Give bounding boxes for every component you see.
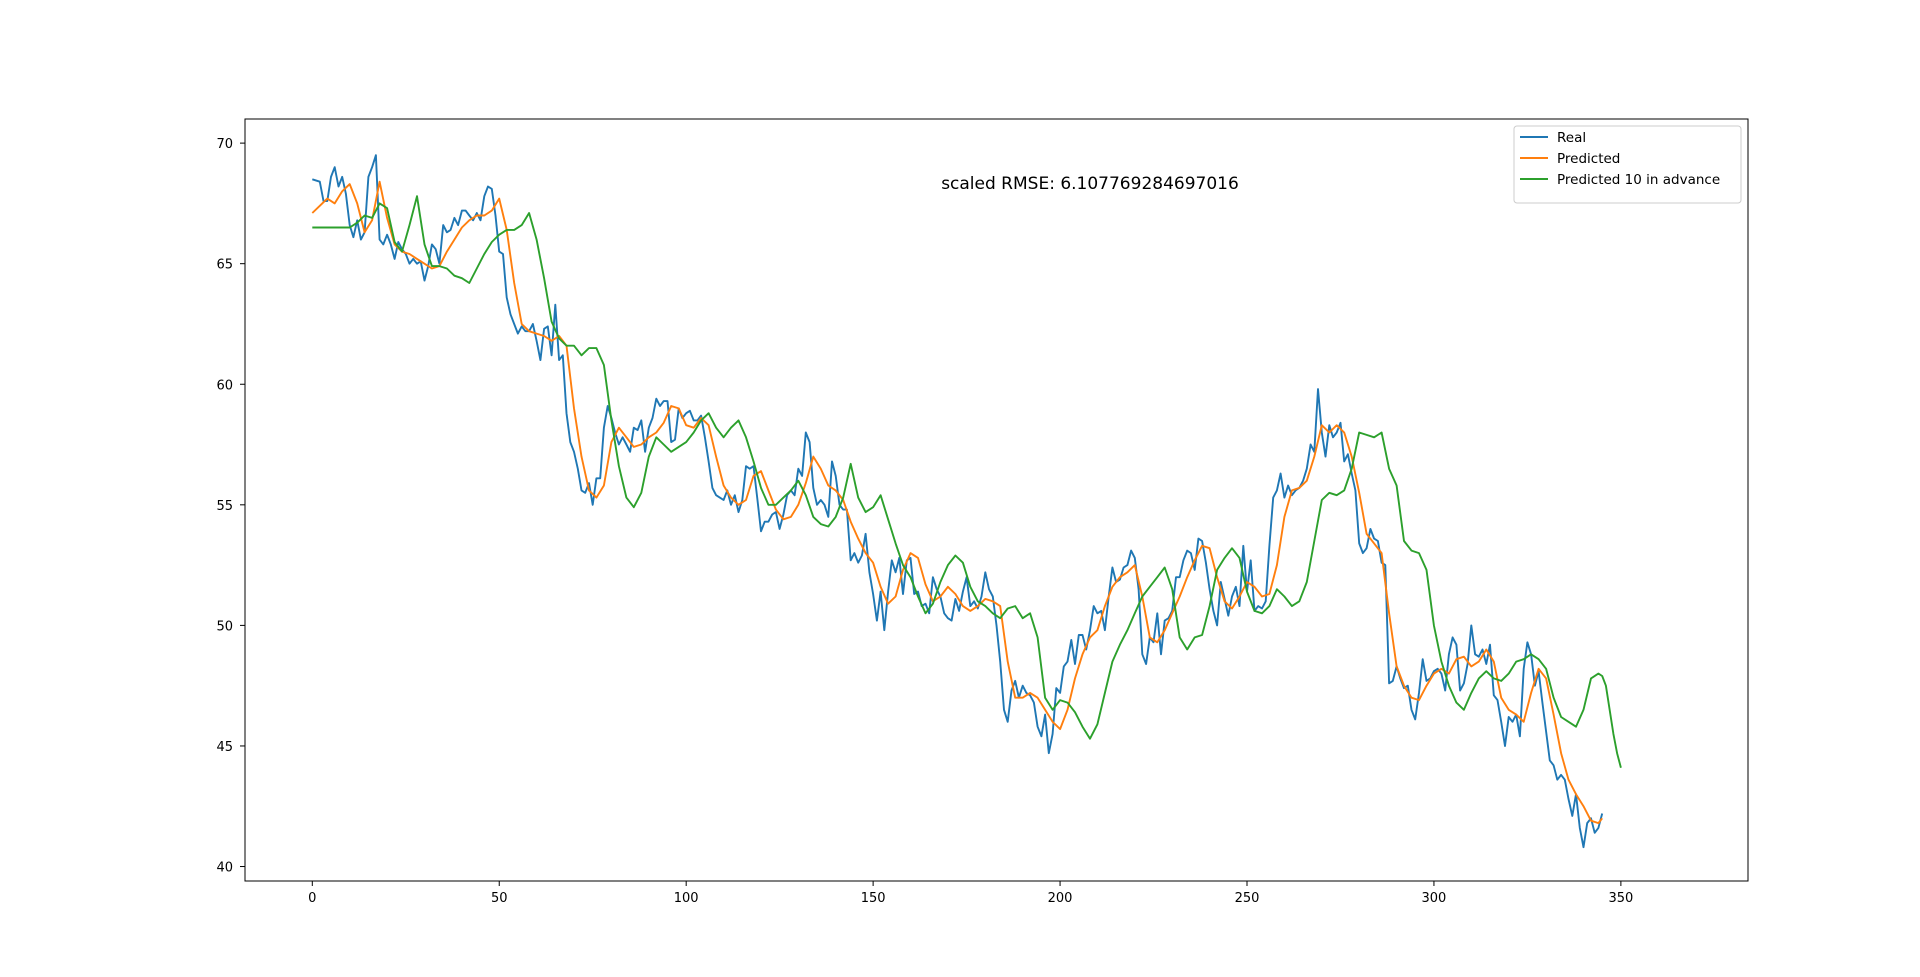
x-axis: 0 50 100 150 200 250 300 350 <box>308 881 1633 906</box>
x-tick-label: 200 <box>1048 891 1073 906</box>
series-layer <box>311 154 1622 849</box>
y-axis: 40 45 50 55 60 65 70 <box>216 137 245 876</box>
y-tick-label: 65 <box>216 258 233 273</box>
x-tick-label: 300 <box>1422 891 1447 906</box>
legend-box <box>1513 125 1742 204</box>
legend: Real Predicted Predicted 10 in advance <box>1513 125 1742 204</box>
rmse-annotation: scaled RMSE: 6.107769284697016 <box>941 174 1239 194</box>
legend-label: Predicted <box>1557 151 1620 167</box>
y-tick-label: 70 <box>216 137 233 152</box>
y-tick-label: 55 <box>216 499 233 514</box>
series-line-real <box>312 154 1604 849</box>
x-tick-label: 150 <box>861 891 886 906</box>
y-tick-label: 60 <box>216 378 233 393</box>
y-tick-label: 40 <box>216 861 233 876</box>
y-tick-label: 50 <box>216 619 233 634</box>
plot-area-frame <box>244 118 1749 882</box>
x-tick-label: 50 <box>491 891 508 906</box>
x-tick-label: 0 <box>308 891 316 906</box>
x-tick-label: 250 <box>1235 891 1260 906</box>
series-line-predicted <box>311 180 1603 825</box>
legend-label: Predicted 10 in advance <box>1557 172 1720 188</box>
legend-label: Real <box>1557 130 1586 146</box>
y-tick-label: 45 <box>216 740 233 755</box>
x-tick-label: 350 <box>1608 891 1633 906</box>
x-tick-label: 100 <box>674 891 699 906</box>
series-line-predicted-10-in-advance <box>312 195 1622 768</box>
